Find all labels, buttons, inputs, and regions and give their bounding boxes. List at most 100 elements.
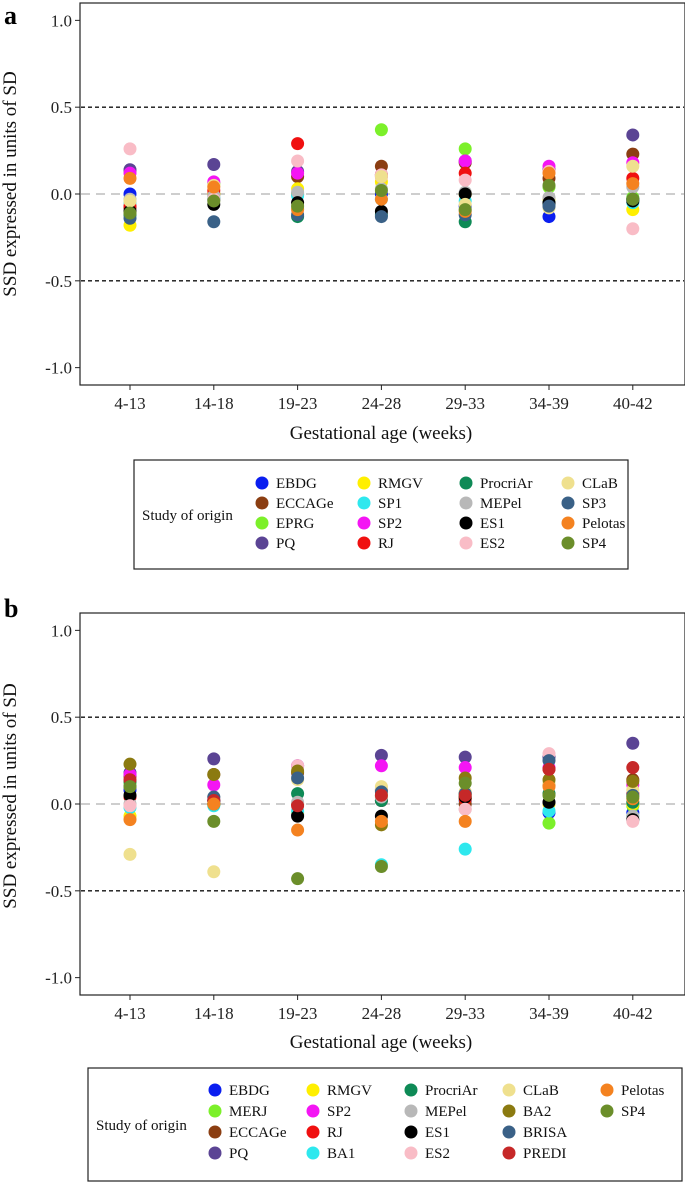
legend-item-sp2: SP2 [357, 516, 402, 532]
legend-item-es2: ES2 [404, 1146, 450, 1162]
legend-label: EBDG [276, 476, 317, 492]
point-pq-40-42 [626, 128, 640, 142]
legend-swatch [357, 496, 371, 510]
x-tick-label: 34-39 [529, 394, 569, 413]
legend-label: BA1 [327, 1146, 355, 1162]
point-sp4-24-28 [374, 184, 388, 198]
legend-swatch [357, 516, 371, 530]
data-points-b [123, 736, 640, 886]
legend-item-ebdg: EBDG [255, 476, 317, 492]
legend-label: PQ [229, 1146, 248, 1162]
x-tick-label: 24-28 [362, 394, 402, 413]
legend-label: ES2 [425, 1146, 450, 1162]
point-clab-24-28 [374, 170, 388, 184]
legend-item-ba1: BA1 [306, 1146, 355, 1162]
point-pq-29-33 [458, 750, 472, 764]
point-sp4-19-23 [291, 872, 305, 886]
legend-item-sp1: SP1 [357, 496, 402, 512]
legend-swatch [600, 1104, 614, 1118]
legend-label: ES1 [480, 516, 505, 532]
x-tick-label: 29-33 [445, 1004, 485, 1023]
point-predi-19-23 [291, 799, 305, 813]
point-es2-19-23 [291, 154, 305, 168]
point-pq-14-18 [207, 752, 221, 766]
point-pelotas-4-13 [123, 813, 137, 827]
legend-swatch [357, 536, 371, 550]
legend-item-rmgv: RMGV [306, 1083, 372, 1099]
legend-label: RJ [327, 1125, 343, 1141]
legend-label: RMGV [327, 1083, 372, 1099]
point-sp3-24-28 [374, 210, 388, 224]
legend-swatch [255, 536, 269, 550]
legend-swatch [561, 536, 575, 550]
legend-label: ES1 [425, 1125, 450, 1141]
legend-item-rj: RJ [357, 536, 394, 552]
legend-item-eccage: ECCAGe [208, 1125, 287, 1141]
point-ba2-40-42 [626, 774, 640, 788]
x-ticks-b: 4-13 14-18 19-23 24-28 29-33 34-39 40-42 [114, 995, 653, 1023]
x-tick-label: 19-23 [278, 394, 318, 413]
legend-item-eprg: EPRG [255, 516, 315, 532]
legend-swatch [459, 496, 473, 510]
y-tick-label: 0.0 [51, 185, 72, 204]
point-brisa-19-23 [291, 771, 305, 785]
legend-label: MEPel [425, 1104, 467, 1120]
legend-swatch [502, 1104, 516, 1118]
y-ticks-a: -1.0 -0.5 0.0 0.5 1.0 [45, 11, 80, 378]
point-sp4-4-13 [123, 206, 137, 220]
point-sp4-4-13 [123, 780, 137, 794]
legend-label: SP4 [621, 1104, 646, 1120]
legend-items-a: EBDG ECCAGe EPRG PQ RMGV SP1 SP2 RJ ProcriAr MEPe… [255, 476, 625, 552]
legend-label: BRISA [523, 1125, 567, 1141]
y-tick-label: 0.5 [51, 98, 72, 117]
x-tick-label: 4-13 [114, 394, 145, 413]
y-tick-label: 0.5 [51, 708, 72, 727]
data-points-a [123, 123, 640, 236]
legend-swatch [255, 496, 269, 510]
y-tick-label: -0.5 [45, 272, 72, 291]
legend-item-clab: CLaB [502, 1083, 559, 1099]
legend-label: RMGV [378, 476, 423, 492]
legend-item-eccage: ECCAGe [255, 496, 334, 512]
point-ba2-14-18 [207, 767, 221, 781]
legend-swatch [459, 536, 473, 550]
legend-swatch [306, 1146, 320, 1160]
point-sp4-14-18 [207, 194, 221, 208]
legend-swatch [306, 1125, 320, 1139]
legend-swatch [561, 516, 575, 530]
legend-items-b: EBDG MERJ ECCAGe PQ RMGV SP2 RJ BA1 ProcriAr MEPe… [208, 1083, 664, 1162]
panel-letter-b: b [4, 594, 18, 623]
point-predi-34-39 [542, 762, 556, 776]
legend-item-sp2: SP2 [306, 1104, 351, 1120]
point-es2-40-42 [626, 814, 640, 828]
legend-item-sp4: SP4 [561, 536, 607, 552]
legend-label: ProcriAr [480, 476, 533, 492]
point-eprg-29-33 [458, 142, 472, 156]
point-sp4-40-42 [626, 790, 640, 804]
legend-swatch [502, 1146, 516, 1160]
legend-label: EPRG [276, 516, 315, 532]
legend-box-a [133, 459, 629, 570]
legend-label: Pelotas [621, 1083, 664, 1099]
y-ticks-b: -1.0 -0.5 0.0 0.5 1.0 [45, 621, 80, 988]
point-clab-4-13 [123, 847, 137, 861]
point-es1-29-33 [458, 187, 472, 201]
legend-label: ECCAGe [229, 1125, 287, 1141]
point-pelotas-34-39 [542, 166, 556, 180]
x-tick-label: 14-18 [194, 1004, 234, 1023]
point-sp2-14-18 [207, 778, 221, 792]
legend-swatch [208, 1104, 222, 1118]
x-axis-title-b: Gestational age (weeks) [290, 1032, 473, 1053]
legend-label: SP1 [378, 496, 402, 512]
legend-item-pelotas: Pelotas [561, 516, 625, 532]
legend-swatch [459, 476, 473, 490]
legend-item-clab: CLaB [561, 476, 618, 492]
legend-label: ECCAGe [276, 496, 334, 512]
point-sp2-24-28 [374, 759, 388, 773]
y-tick-label: 1.0 [51, 621, 72, 640]
legend-item-rj: RJ [306, 1125, 343, 1141]
y-tick-label: -0.5 [45, 882, 72, 901]
x-axis-title-a: Gestational age (weeks) [290, 423, 473, 444]
panel-b: b SSD expressed in units of SD -1.0 -0.5 0… [0, 594, 685, 1182]
point-pelotas-14-18 [207, 180, 221, 194]
